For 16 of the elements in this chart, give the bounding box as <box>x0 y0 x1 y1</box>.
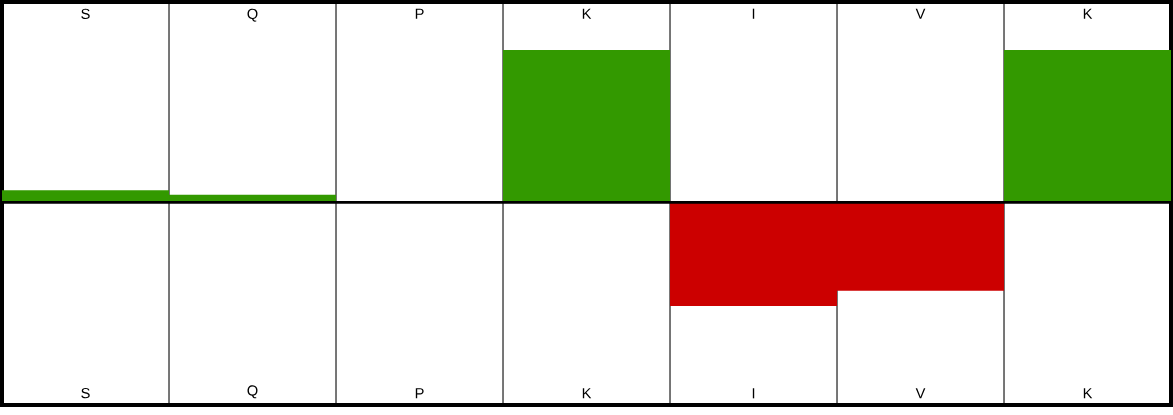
category-label: Q <box>247 385 258 399</box>
x-tick-label: K <box>1083 8 1093 19</box>
x-tick-label: S <box>81 8 90 20</box>
category-label: K <box>582 388 592 399</box>
category-label: K <box>1083 388 1093 399</box>
category-label: S <box>81 387 90 399</box>
x-tick-label: I <box>752 8 755 19</box>
bar <box>503 49 671 203</box>
x-tick-label: V <box>915 8 926 19</box>
bar <box>1004 49 1172 203</box>
x-tick-label: Q <box>247 8 258 22</box>
x-tick-label: K <box>582 8 592 19</box>
category-label: V <box>915 388 926 399</box>
category-label: I <box>752 388 755 399</box>
x-tick-label: P <box>415 8 424 19</box>
category-label: P <box>415 388 424 399</box>
